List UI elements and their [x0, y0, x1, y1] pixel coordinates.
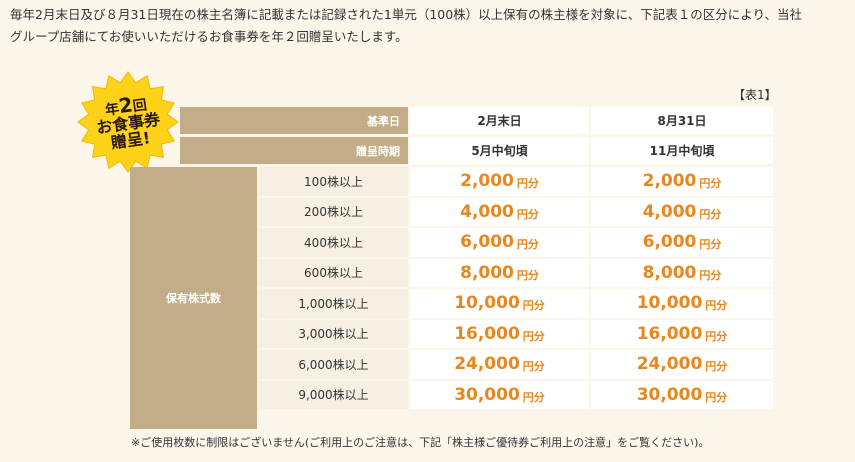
amount-value: 16,000: [454, 323, 520, 344]
amount-unit: 円分: [699, 177, 722, 191]
base-date-feb: 2月末日: [410, 107, 589, 134]
shares-threshold-cell: 1,000株以上: [259, 289, 408, 318]
footnote: ※ご使用枚数に制限はございません(ご利用上のご注意は、下記「株主様ご優待券ご利用…: [131, 436, 710, 449]
amount-unit: 円分: [705, 299, 728, 313]
amount-unit: 円分: [522, 299, 545, 313]
amount-cell-aug: 8,000 円分: [591, 258, 773, 287]
amount-value: 8,000: [460, 262, 514, 283]
amount-value: 30,000: [454, 384, 520, 405]
timing-label: 贈呈時期: [180, 137, 408, 164]
amount-unit: 円分: [522, 329, 545, 343]
amount-unit: 円分: [699, 207, 722, 221]
amount-value: 30,000: [636, 384, 703, 405]
amount-cell-feb: 30,000 円分: [410, 380, 589, 409]
amount-unit: 円分: [516, 268, 539, 282]
amount-unit: 円分: [522, 360, 545, 374]
amount-value: 6,000: [460, 232, 514, 253]
intro-line-1: 毎年2月末日及び８月31日現在の株主名簿に記載または記録された1単元（100株）…: [10, 7, 803, 22]
timing-feb: 5月中旬頃: [410, 137, 589, 164]
intro-line-2: グループ店舗にてお使いいただけるお食事券を年２回贈呈いたします。: [10, 29, 408, 44]
amount-value: 4,000: [460, 201, 514, 222]
amount-unit: 円分: [705, 360, 728, 374]
amount-value: 16,000: [636, 323, 703, 344]
amount-cell-feb: 10,000 円分: [410, 289, 589, 318]
amount-cell-feb: 2,000 円分: [410, 167, 589, 196]
amount-cell-feb: 24,000 円分: [410, 350, 589, 379]
twice-a-year-badge: 年2回 お食事券 贈呈!: [76, 70, 180, 174]
amount-unit: 円分: [699, 268, 722, 282]
amount-cell-aug: 24,000 円分: [591, 350, 773, 379]
amount-cell-aug: 30,000 円分: [591, 380, 773, 409]
amount-cell-feb: 8,000 円分: [410, 258, 589, 287]
shares-threshold-cell: 9,000株以上: [259, 380, 408, 409]
badge-line-3: 贈呈!: [109, 127, 152, 152]
amount-value: 24,000: [454, 354, 520, 375]
amount-unit: 円分: [516, 238, 539, 252]
shares-threshold-cell: 600株以上: [259, 258, 408, 287]
amount-cell-feb: 4,000 円分: [410, 197, 589, 226]
amount-unit: 円分: [699, 238, 722, 252]
timing-aug: 11月中旬頃: [591, 137, 773, 164]
amount-value: 10,000: [454, 293, 520, 314]
intro-text: 毎年2月末日及び８月31日現在の株主名簿に記載または記録された1単元（100株）…: [10, 4, 850, 48]
starburst-icon: [77, 71, 179, 173]
amount-value: 2,000: [460, 171, 514, 192]
badge-text: 年2回 お食事券 贈呈!: [69, 63, 186, 180]
amount-cell-aug: 16,000 円分: [591, 319, 773, 348]
shares-threshold-cell: 200株以上: [259, 197, 408, 226]
amount-value: 24,000: [636, 354, 703, 375]
amount-unit: 円分: [705, 390, 728, 404]
amount-value: 10,000: [636, 293, 703, 314]
base-date-label: 基準日: [180, 107, 408, 134]
shares-threshold-cell: 3,000株以上: [259, 319, 408, 348]
amount-cell-feb: 16,000 円分: [410, 319, 589, 348]
amount-value: 2,000: [642, 171, 697, 192]
amount-value: 8,000: [642, 262, 697, 283]
amount-value: 6,000: [642, 232, 697, 253]
amount-cell-aug: 6,000 円分: [591, 228, 773, 257]
amount-cell-aug: 10,000 円分: [591, 289, 773, 318]
shares-threshold-cell: 400株以上: [259, 228, 408, 257]
amount-unit: 円分: [705, 329, 728, 343]
table-note: 【表1】: [733, 88, 777, 102]
shares-threshold-cell: 6,000株以上: [259, 350, 408, 379]
amount-unit: 円分: [516, 207, 539, 221]
amount-cell-feb: 6,000 円分: [410, 228, 589, 257]
base-date-aug: 8月31日: [591, 107, 773, 134]
amount-cell-aug: 4,000 円分: [591, 197, 773, 226]
amount-cell-aug: 2,000 円分: [591, 167, 773, 196]
amount-unit: 円分: [522, 390, 545, 404]
shares-threshold-cell: 100株以上: [259, 167, 408, 196]
amount-value: 4,000: [642, 201, 697, 222]
amount-unit: 円分: [516, 177, 539, 191]
shares-held-label: 保有株式数: [130, 167, 257, 429]
